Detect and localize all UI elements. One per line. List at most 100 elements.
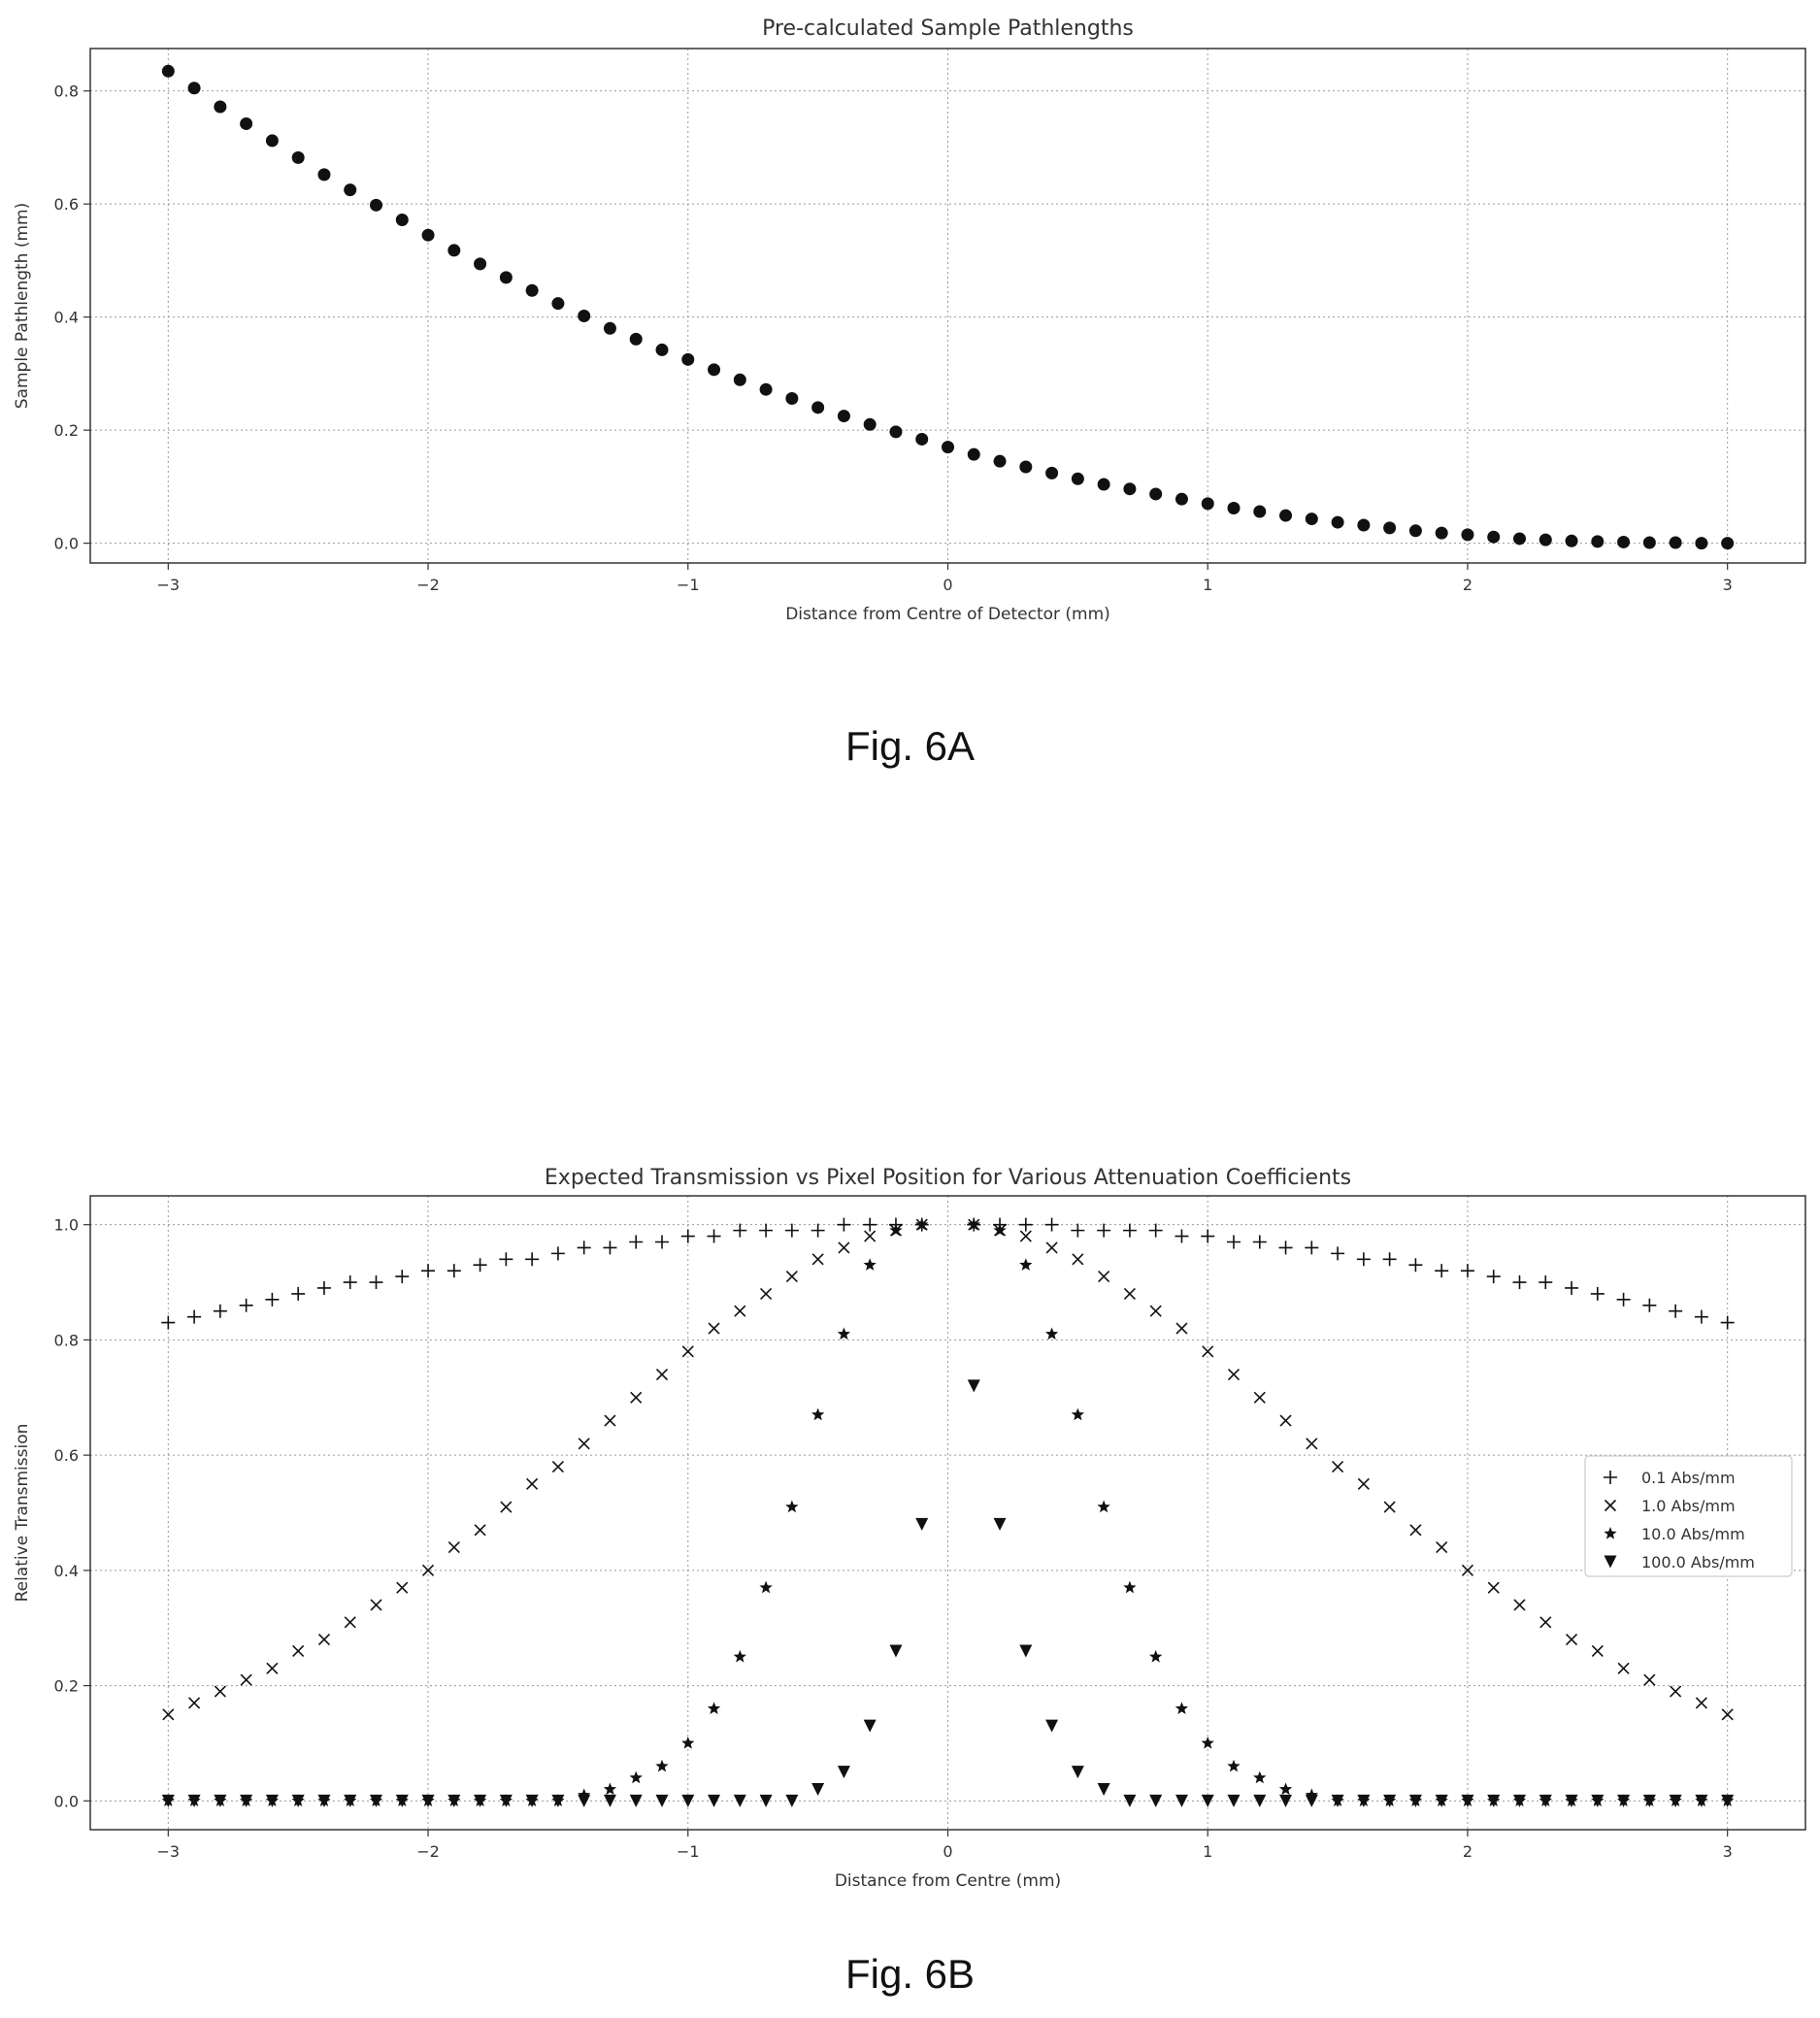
figure-caption: Fig. 6A — [844, 723, 976, 769]
data-point — [551, 1794, 565, 1807]
data-point — [759, 1223, 774, 1238]
data-point — [1045, 1719, 1059, 1733]
data-point — [317, 1634, 331, 1646]
data-point — [395, 1794, 409, 1807]
data-point — [550, 1246, 565, 1261]
data-point — [1694, 1309, 1708, 1324]
data-point — [551, 1460, 564, 1473]
data-point — [1461, 528, 1474, 542]
data-point — [1123, 1580, 1137, 1594]
data-point — [1305, 513, 1318, 526]
data-point — [1278, 1782, 1293, 1796]
data-point — [1305, 1794, 1318, 1807]
data-point — [316, 1280, 331, 1295]
data-point — [811, 401, 825, 414]
data-point — [474, 257, 487, 271]
data-point — [1097, 478, 1110, 491]
data-point — [370, 1794, 382, 1807]
data-point — [1253, 1770, 1267, 1784]
data-point — [188, 1697, 201, 1709]
data-point — [317, 1794, 331, 1807]
axis-ticks: −3 −2 −1 0 1 2 3 0.0 0.2 0.4 0.6 0.8 — [54, 83, 1733, 594]
data-point — [1044, 1217, 1059, 1232]
y-tick-label: 0.2 — [54, 421, 79, 440]
data-point — [1175, 1702, 1189, 1714]
data-point — [525, 1794, 539, 1807]
legend: 0.1 Abs/mm 1.0 Abs/mm 10.0 Abs/mm 100.0 Abs… — [1584, 1455, 1793, 1577]
data-point — [967, 1379, 980, 1393]
data-point — [578, 1438, 590, 1450]
data-point — [759, 1580, 773, 1594]
data-point — [1357, 518, 1371, 532]
data-point — [733, 1649, 746, 1663]
data-point — [1408, 524, 1422, 538]
legend-label: 1.0 Abs/mm — [1641, 1497, 1736, 1515]
data-point — [1695, 1697, 1707, 1709]
y-tick-label: 0.4 — [54, 1562, 79, 1580]
data-point — [1201, 1229, 1215, 1243]
data-point — [1097, 1782, 1110, 1796]
data-point — [733, 373, 746, 386]
data-point — [708, 1322, 720, 1335]
data-point — [1642, 536, 1656, 549]
data-point — [344, 183, 357, 197]
figure-caption: Fig. 6B — [844, 1951, 976, 1997]
data-point — [1045, 466, 1059, 480]
data-point — [1435, 1794, 1448, 1807]
legend-marker — [1604, 1499, 1617, 1512]
data-point — [1018, 1217, 1033, 1232]
data-point — [604, 1414, 616, 1427]
data-point — [1071, 1407, 1085, 1421]
data-point — [395, 213, 409, 226]
data-point — [811, 1782, 825, 1796]
data-point — [1720, 1315, 1735, 1330]
data-point — [578, 309, 591, 322]
data-point — [1357, 1477, 1370, 1490]
data-point — [1591, 535, 1605, 548]
x-tick-label: 0 — [943, 1842, 952, 1861]
y-tick-label: 1.0 — [54, 1216, 79, 1235]
figure-6a: −3 −2 −1 0 1 2 3 0.0 0.2 0.4 0.6 0.8 Pre-calculated … — [0, 0, 1820, 796]
data-point — [1617, 1662, 1630, 1674]
x-tick-label: 1 — [1203, 576, 1212, 594]
data-point — [1435, 526, 1448, 540]
data-point — [655, 343, 669, 356]
data-point — [1461, 1794, 1474, 1807]
data-point — [1409, 1524, 1422, 1537]
data-point — [1071, 1766, 1084, 1779]
data-point — [760, 1287, 773, 1300]
legend-label: 100.0 Abs/mm — [1641, 1553, 1755, 1571]
x-axis-label: Distance from Centre (mm) — [835, 1871, 1061, 1891]
data-point — [1565, 1794, 1578, 1807]
data-point — [370, 198, 382, 212]
data-point — [1175, 1794, 1188, 1807]
data-point — [1539, 533, 1552, 546]
data-point — [1669, 1304, 1683, 1318]
data-point — [655, 1794, 669, 1807]
data-point — [1227, 1368, 1241, 1381]
data-point — [499, 271, 513, 284]
data-point — [1149, 487, 1163, 501]
data-point — [213, 1304, 227, 1318]
series-100-0-abs-mm — [161, 1379, 1735, 1807]
legend-label: 0.1 Abs/mm — [1641, 1469, 1736, 1487]
y-tick-label: 0.6 — [54, 195, 79, 214]
data-point — [1721, 1708, 1734, 1721]
data-point — [864, 1230, 877, 1242]
data-point — [655, 1235, 669, 1249]
data-point — [1539, 1275, 1553, 1290]
data-point — [811, 1223, 825, 1238]
data-point — [344, 1794, 357, 1807]
data-point — [1539, 1616, 1552, 1629]
data-point — [1721, 1794, 1735, 1807]
data-point — [1669, 536, 1682, 549]
data-point — [447, 1794, 461, 1807]
data-point — [629, 1770, 643, 1784]
data-point — [603, 1241, 617, 1255]
legend-label: 10.0 Abs/mm — [1641, 1525, 1745, 1543]
data-point — [785, 392, 799, 406]
data-point — [1565, 1280, 1579, 1295]
data-point — [1617, 535, 1631, 548]
data-point — [291, 150, 305, 164]
data-point — [1460, 1264, 1474, 1278]
